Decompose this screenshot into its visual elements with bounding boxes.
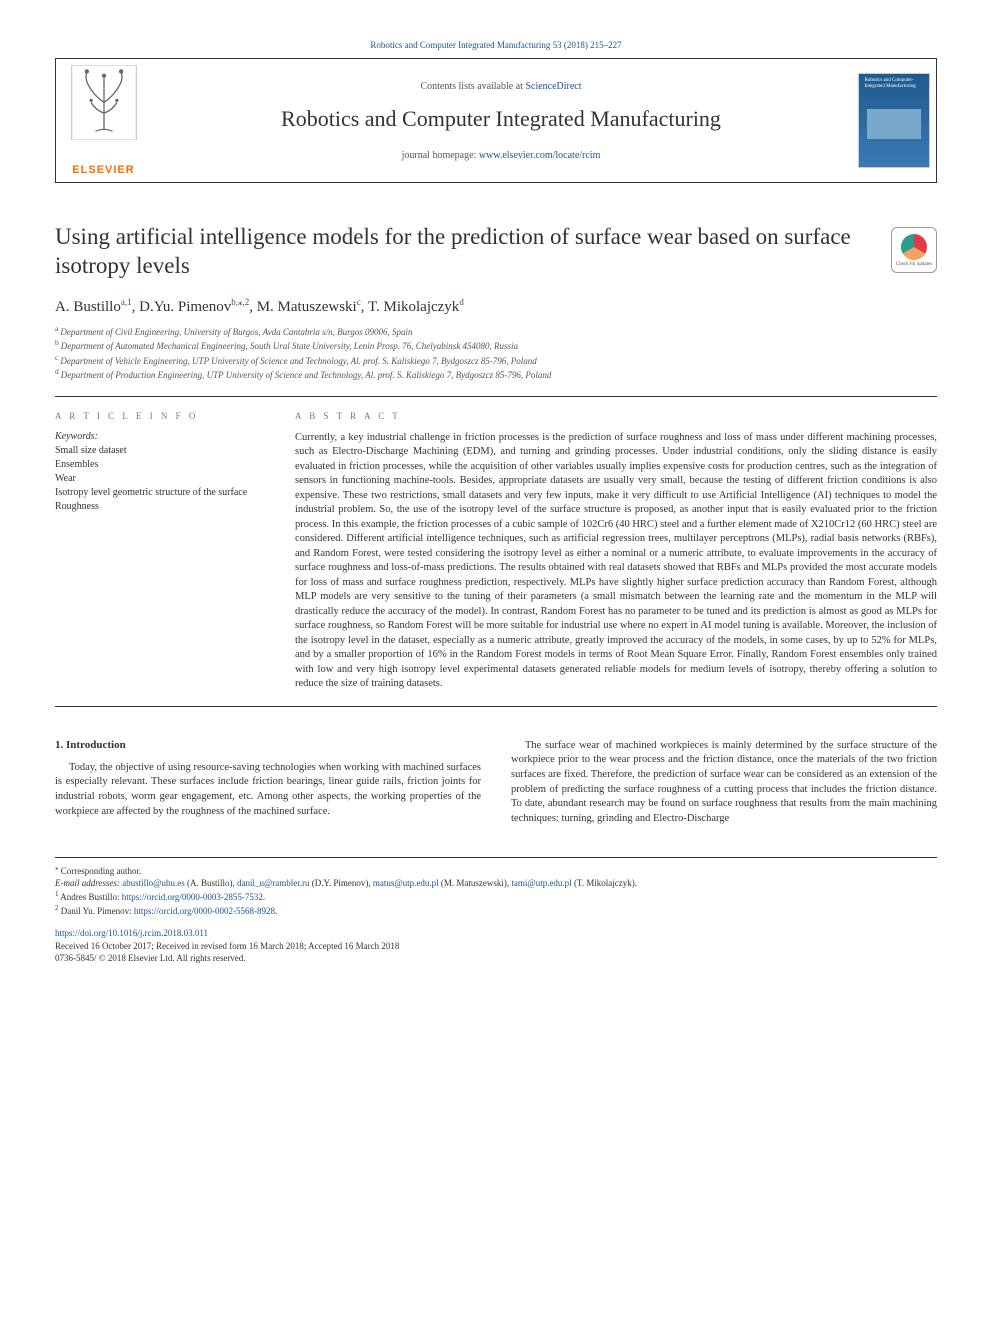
author-name: A. Bustillo bbox=[55, 299, 121, 315]
info-abstract-row: A R T I C L E I N F O Keywords: Small si… bbox=[55, 411, 937, 692]
affiliation-line: cDepartment of Vehicle Engineering, UTP … bbox=[55, 353, 937, 368]
affiliations: aDepartment of Civil Engineering, Univer… bbox=[55, 324, 937, 382]
keyword-item: Roughness bbox=[55, 500, 265, 514]
journal-header: ELSEVIER Contents lists available at Sci… bbox=[55, 58, 937, 183]
author-affil-sup[interactable]: c bbox=[357, 297, 361, 307]
orcid1-prefix: Andres Bustillo: bbox=[60, 892, 122, 902]
author-name: M. Matuszewski bbox=[257, 299, 357, 315]
check-for-updates-badge[interactable]: Check for updates bbox=[891, 227, 937, 273]
intro-paragraph-1: Today, the objective of using resource-s… bbox=[55, 761, 481, 820]
page-root: Robotics and Computer Integrated Manufac… bbox=[0, 0, 992, 1005]
email-link[interactable]: tami@utp.edu.pl bbox=[511, 878, 571, 888]
article-info-column: A R T I C L E I N F O Keywords: Small si… bbox=[55, 411, 265, 692]
author-affil-sup[interactable]: d bbox=[459, 297, 464, 307]
affiliation-line: bDepartment of Automated Mechanical Engi… bbox=[55, 338, 937, 353]
header-center: Contents lists available at ScienceDirec… bbox=[151, 59, 851, 182]
corresponding-author-note: ⁎ Corresponding author. bbox=[55, 864, 937, 878]
elsevier-brand-text: ELSEVIER bbox=[72, 164, 134, 176]
doi-link[interactable]: https://doi.org/10.1016/j.rcim.2018.03.0… bbox=[55, 928, 208, 938]
email-addresses-line: E-mail addresses: abustillo@ubu.es (A. B… bbox=[55, 877, 937, 890]
abstract-column: A B S T R A C T Currently, a key industr… bbox=[295, 411, 937, 692]
cover-caption: Robotics and Computer-Integrated Manufac… bbox=[865, 78, 929, 89]
homepage-prefix: journal homepage: bbox=[402, 150, 479, 161]
emails-label: E-mail addresses: bbox=[55, 878, 122, 888]
keyword-item: Small size dataset bbox=[55, 444, 265, 458]
article-title: Using artificial intelligence models for… bbox=[55, 223, 879, 281]
check-updates-label: Check for updates bbox=[896, 262, 932, 267]
author-name: D.Yu. Pimenov bbox=[139, 299, 231, 315]
keyword-item: Wear bbox=[55, 472, 265, 486]
email-who: (A. Bustillo) bbox=[187, 878, 233, 888]
issn-copyright: 0736-5845/ © 2018 Elsevier Ltd. All righ… bbox=[55, 952, 937, 965]
rule-top bbox=[55, 396, 937, 397]
abstract-text: Currently, a key industrial challenge in… bbox=[295, 431, 937, 692]
orcid-note-2: 2 Danil Yu. Pimenov: https://orcid.org/0… bbox=[55, 904, 937, 918]
contents-prefix: Contents lists available at bbox=[420, 81, 525, 92]
email-link[interactable]: matus@utp.edu.pl bbox=[373, 878, 439, 888]
journal-cover-thumbnail: Robotics and Computer-Integrated Manufac… bbox=[858, 73, 930, 168]
email-link[interactable]: danil_u@rambler.ru bbox=[237, 878, 310, 888]
intro-col-left: 1. Introduction Today, the objective of … bbox=[55, 739, 481, 827]
rule-bottom bbox=[55, 706, 937, 707]
journal-homepage-link[interactable]: www.elsevier.com/locate/rcim bbox=[479, 150, 601, 161]
keyword-item: Isotropy level geometric structure of th… bbox=[55, 486, 265, 500]
title-row: Using artificial intelligence models for… bbox=[55, 223, 937, 281]
author-affil-sup[interactable]: a,1 bbox=[121, 297, 132, 307]
keywords-label: Keywords: bbox=[55, 431, 265, 442]
received-dates: Received 16 October 2017; Received in re… bbox=[55, 940, 937, 953]
intro-paragraph-2: The surface wear of machined workpieces … bbox=[511, 739, 937, 827]
elsevier-logo: ELSEVIER bbox=[56, 59, 151, 182]
sciencedirect-link[interactable]: ScienceDirect bbox=[525, 81, 581, 92]
journal-name: Robotics and Computer Integrated Manufac… bbox=[281, 106, 721, 132]
corresponding-label: Corresponding author. bbox=[61, 866, 142, 876]
intro-heading: 1. Introduction bbox=[55, 739, 481, 751]
keyword-item: Ensembles bbox=[55, 458, 265, 472]
abstract-label: A B S T R A C T bbox=[295, 411, 937, 421]
orcid2-link[interactable]: https://orcid.org/0000-0002-5568-8928 bbox=[134, 906, 275, 916]
contents-available-line: Contents lists available at ScienceDirec… bbox=[420, 81, 581, 92]
authors-line: A. Bustilloa,1, D.Yu. Pimenovb,⁎,2, M. M… bbox=[55, 297, 937, 316]
footnotes: ⁎ Corresponding author. E-mail addresses… bbox=[55, 857, 937, 917]
author-name: T. Mikolajczyk bbox=[368, 299, 459, 315]
email-link[interactable]: abustillo@ubu.es bbox=[122, 878, 185, 888]
intro-columns: 1. Introduction Today, the objective of … bbox=[55, 739, 937, 827]
intro-col-right: The surface wear of machined workpieces … bbox=[511, 739, 937, 827]
keywords-list: Small size datasetEnsemblesWearIsotropy … bbox=[55, 444, 265, 514]
orcid2-prefix: Danil Yu. Pimenov: bbox=[61, 906, 134, 916]
journal-cover: Robotics and Computer-Integrated Manufac… bbox=[851, 59, 936, 182]
affiliation-line: aDepartment of Civil Engineering, Univer… bbox=[55, 324, 937, 339]
author-affil-sup[interactable]: b,⁎,2 bbox=[231, 297, 249, 307]
email-who: (D.Y. Pimenov) bbox=[312, 878, 369, 888]
footer-meta: https://doi.org/10.1016/j.rcim.2018.03.0… bbox=[55, 927, 937, 965]
article-info-label: A R T I C L E I N F O bbox=[55, 411, 265, 421]
journal-homepage-line: journal homepage: www.elsevier.com/locat… bbox=[402, 150, 601, 161]
email-who: (M. Matuszewski) bbox=[441, 878, 507, 888]
orcid1-link[interactable]: https://orcid.org/0000-0003-2855-7532 bbox=[122, 892, 263, 902]
top-citation: Robotics and Computer Integrated Manufac… bbox=[55, 40, 937, 50]
affiliation-line: dDepartment of Production Engineering, U… bbox=[55, 367, 937, 382]
orcid-note-1: 1 Andres Bustillo: https://orcid.org/000… bbox=[55, 890, 937, 904]
email-who: (T. Mikolajczyk) bbox=[574, 878, 635, 888]
elsevier-tree-icon bbox=[69, 65, 139, 140]
crossmark-icon bbox=[901, 234, 927, 260]
